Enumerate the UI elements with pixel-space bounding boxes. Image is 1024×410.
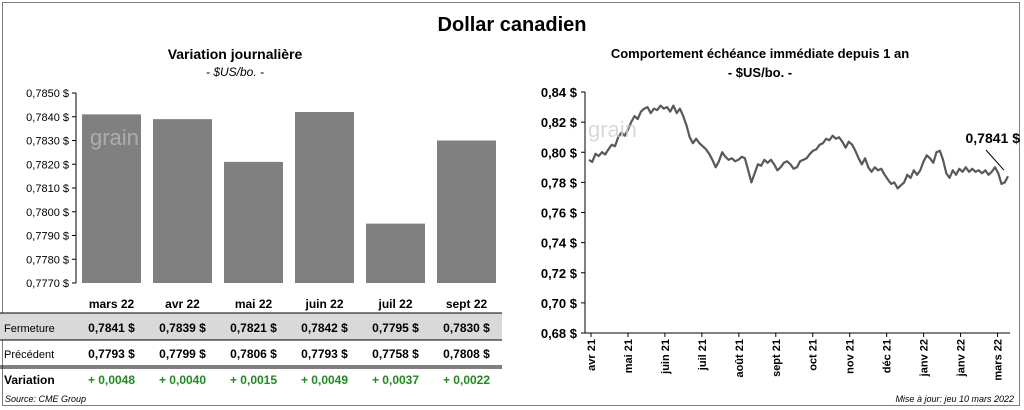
- x-tick-label: juin 21: [660, 339, 672, 375]
- y-tick-label: 0,74 $: [541, 236, 578, 251]
- y-tick-label: 0,7830 $: [26, 136, 69, 148]
- x-tick-label: oct 21: [808, 339, 820, 371]
- y-tick-label: 0,7840 $: [26, 112, 69, 124]
- y-tick-label: 0,72 $: [541, 266, 578, 281]
- table-cell: + 0,0048: [88, 373, 135, 387]
- table-row-label: Variation: [4, 373, 55, 387]
- table-cell: 0,7758 $: [372, 347, 419, 361]
- chart-frame: [2, 2, 1020, 406]
- bar: [153, 119, 212, 283]
- bar: [366, 223, 425, 283]
- y-tick-label: 0,7820 $: [26, 159, 69, 171]
- y-tick-label: 0,76 $: [541, 206, 578, 221]
- source-note: Source: CME Group: [5, 394, 87, 404]
- bar: [295, 112, 354, 283]
- table-cell: 0,7808 $: [443, 347, 490, 361]
- x-tick-label: avr 22: [165, 297, 200, 311]
- table-row-label: Précédent: [4, 349, 54, 361]
- table-cell: 0,7793 $: [88, 347, 135, 361]
- bar: [224, 161, 283, 283]
- x-tick-label: août 21: [734, 339, 746, 378]
- watermark: grain: [90, 125, 139, 150]
- y-tick-label: 0,7790 $: [26, 231, 69, 243]
- y-tick-label: 0,78 $: [541, 175, 578, 190]
- left-chart-title: Variation journalière: [167, 46, 303, 62]
- table-cell: + 0,0015: [230, 373, 277, 387]
- y-tick-label: 0,7810 $: [26, 183, 69, 195]
- x-tick-label: janv 22: [956, 339, 968, 377]
- x-tick-label: sept 21: [771, 339, 783, 377]
- table-cell: + 0,0037: [372, 373, 419, 387]
- x-tick-label: juin 22: [304, 297, 343, 311]
- x-tick-label: mai 22: [235, 297, 273, 311]
- y-tick-label: 0,7780 $: [26, 254, 69, 266]
- y-tick-label: 0,7800 $: [26, 207, 69, 219]
- main-title: Dollar canadien: [437, 14, 587, 36]
- table-cell: + 0,0049: [301, 373, 348, 387]
- table-cell: 0,7830 $: [443, 321, 490, 335]
- bar: [437, 140, 496, 283]
- right-chart-title: Comportement échéance immédiate depuis 1…: [610, 46, 910, 61]
- table-row-highlight: [0, 313, 502, 340]
- y-tick-label: 0,7770 $: [26, 278, 69, 290]
- y-tick-label: 0,7850 $: [26, 88, 69, 100]
- x-tick-label: janv 22: [919, 339, 931, 377]
- x-tick-label: juil 21: [697, 339, 709, 371]
- update-note: Mise à jour: jeu 10 mars 2022: [895, 394, 1014, 404]
- x-tick-label: sept 22: [446, 297, 488, 311]
- y-tick-label: 0,84 $: [541, 85, 578, 100]
- bar: [82, 114, 141, 283]
- table-cell: + 0,0040: [159, 373, 206, 387]
- x-tick-label: avr 21: [586, 339, 598, 371]
- y-tick-label: 0,68 $: [541, 326, 578, 341]
- last-value-label: 0,7841 $: [966, 130, 1021, 146]
- x-tick-label: mai 21: [623, 339, 635, 373]
- right-chart-subtitle: - $US/bo. -: [727, 65, 793, 80]
- table-cell: 0,7799 $: [159, 347, 206, 361]
- x-tick-label: mars 22: [89, 297, 135, 311]
- last-value-leader: [985, 149, 1005, 171]
- watermark: grain: [588, 117, 637, 142]
- x-tick-label: mars 22: [993, 339, 1005, 381]
- table-cell: 0,7821 $: [230, 321, 277, 335]
- table-cell: 0,7839 $: [159, 321, 206, 335]
- left-chart-subtitle: - $US/bo. -: [205, 65, 265, 79]
- table-cell: 0,7806 $: [230, 347, 277, 361]
- table-row-label: Fermeture: [4, 323, 55, 335]
- table-cell: 0,7795 $: [372, 321, 419, 335]
- x-tick-label: juil 22: [377, 297, 412, 311]
- series-line: [588, 104, 1009, 190]
- x-tick-label: nov 21: [845, 339, 857, 374]
- table-cell: 0,7793 $: [301, 347, 348, 361]
- x-tick-label: déc 21: [882, 339, 894, 373]
- y-tick-label: 0,80 $: [541, 145, 578, 160]
- y-tick-label: 0,70 $: [541, 296, 578, 311]
- table-cell: + 0,0022: [443, 373, 490, 387]
- table-cell: 0,7842 $: [301, 321, 348, 335]
- table-cell: 0,7841 $: [88, 321, 135, 335]
- y-tick-label: 0,82 $: [541, 115, 578, 130]
